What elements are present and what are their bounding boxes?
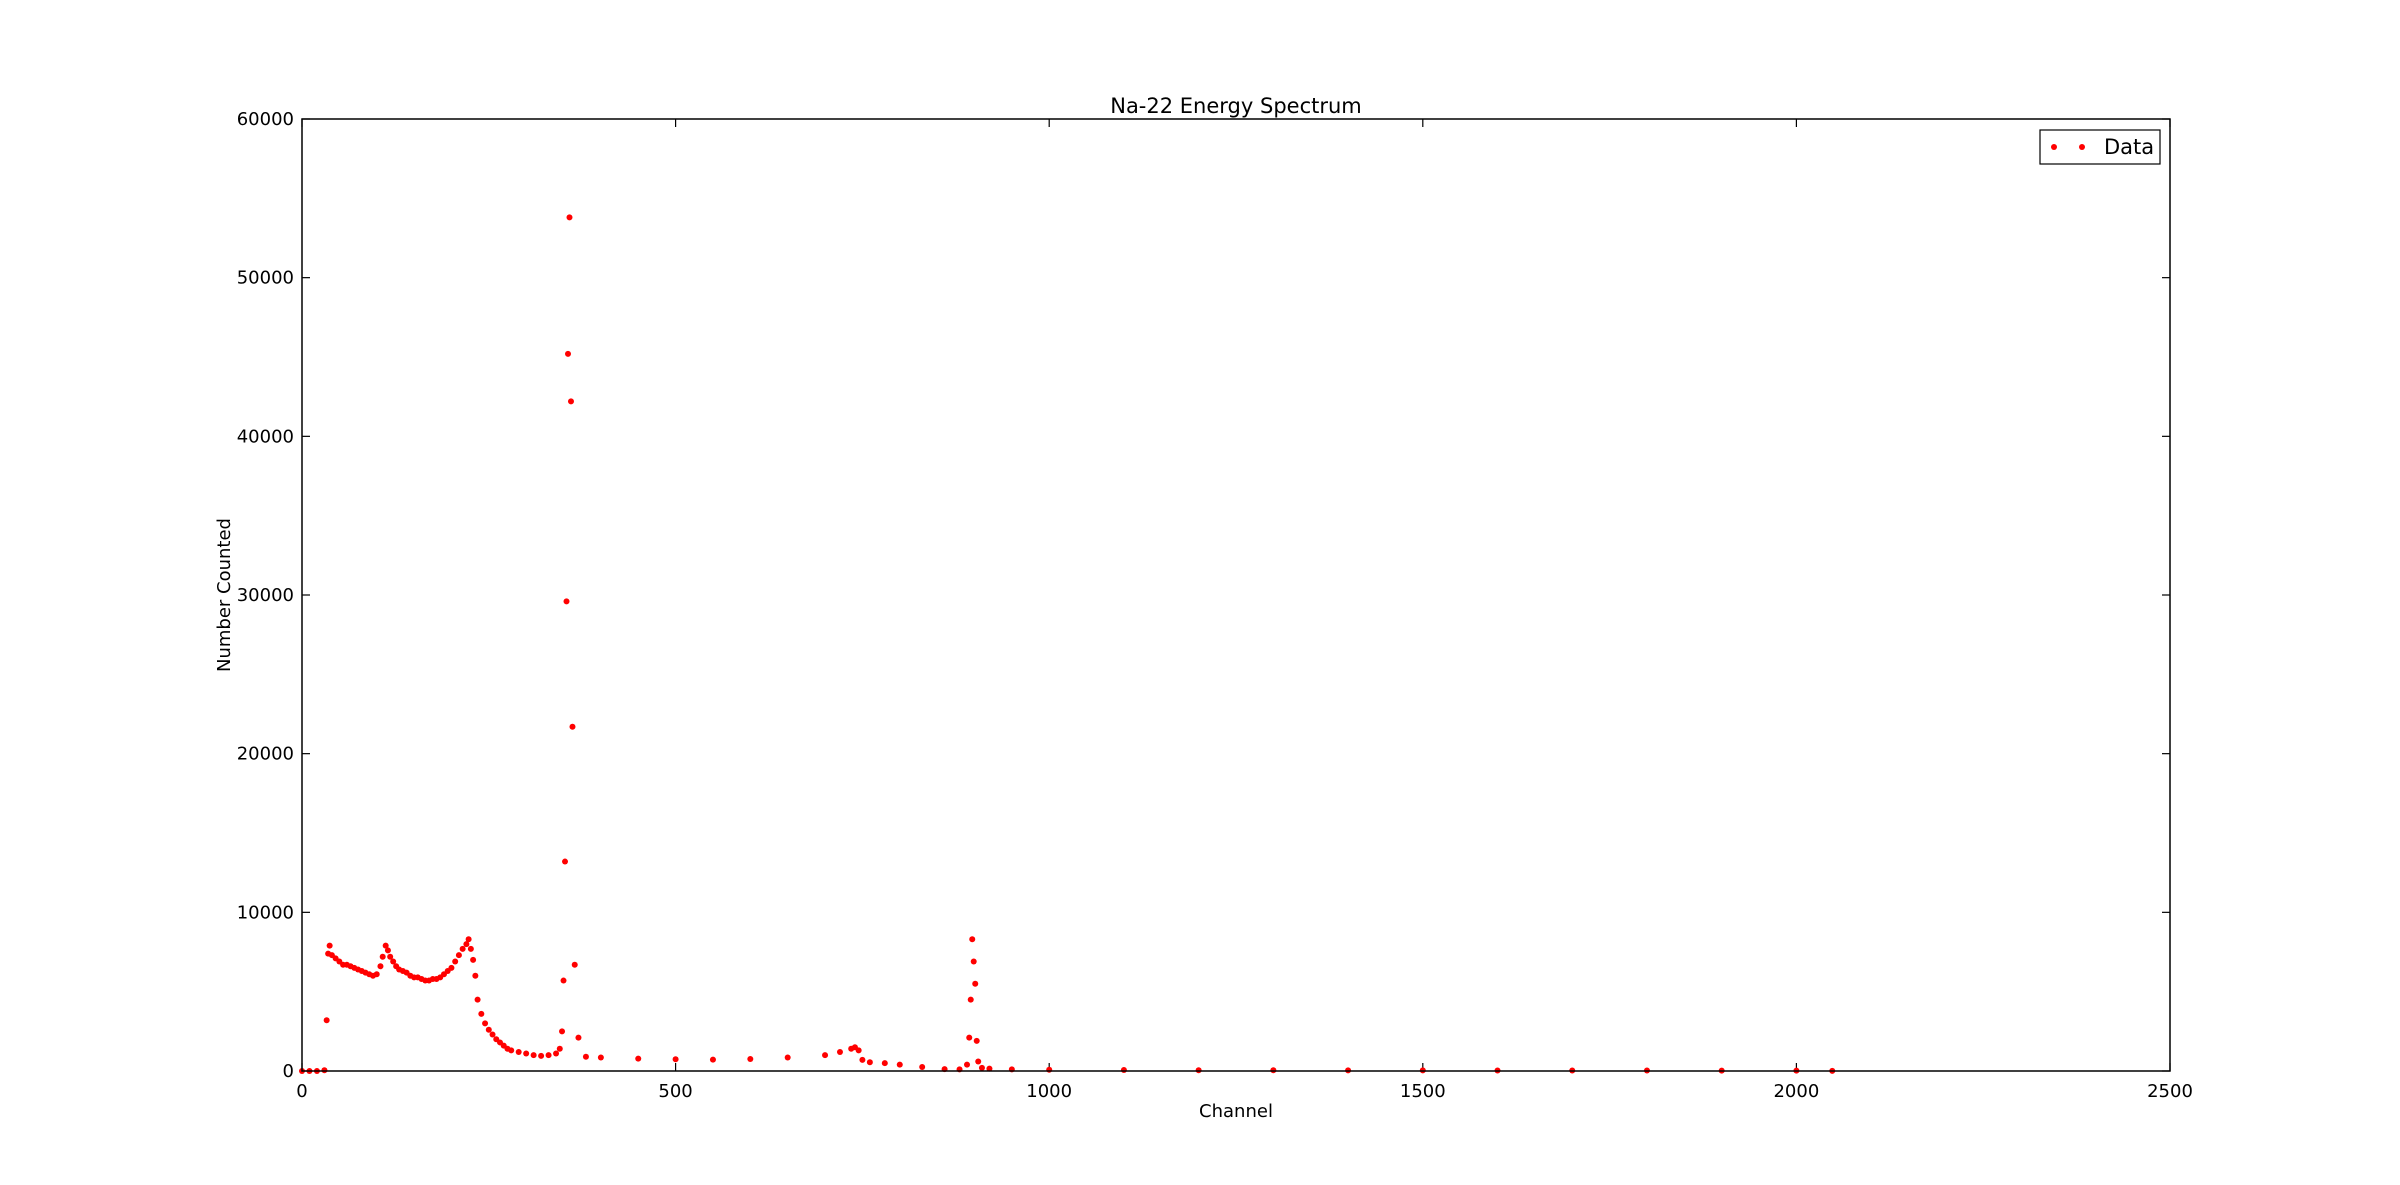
data-point (538, 1052, 545, 1059)
data-point (709, 1056, 716, 1063)
data-point (377, 963, 384, 970)
data-point (567, 398, 574, 405)
data-point (966, 1034, 973, 1041)
legend-marker (2079, 144, 2085, 150)
data-point (575, 1034, 582, 1041)
data-point (855, 1047, 862, 1054)
plot-frame (301, 118, 2171, 1072)
data-point (986, 1065, 993, 1072)
data-point (489, 1031, 496, 1038)
data-point (1195, 1067, 1202, 1074)
data-point (474, 996, 481, 1003)
data-point (562, 858, 569, 865)
data-point (975, 1058, 982, 1065)
data-point (373, 971, 380, 978)
data-point (571, 961, 578, 968)
data-point (582, 1053, 589, 1060)
data-point (978, 1064, 985, 1071)
data-point (747, 1055, 754, 1062)
y-tick-label: 50000 (237, 268, 294, 289)
data-point (323, 1017, 330, 1024)
data-point (565, 350, 572, 357)
x-tick-label: 0 (296, 1081, 307, 1102)
x-tick-label: 2500 (2147, 1081, 2193, 1102)
data-point (478, 1010, 485, 1017)
data-point (972, 980, 979, 987)
data-point (452, 958, 459, 965)
data-point (597, 1054, 604, 1061)
data-point (967, 996, 974, 1003)
data-point (465, 936, 472, 943)
data-point (553, 1050, 560, 1057)
data-point (859, 1056, 866, 1063)
data-point (482, 1020, 489, 1027)
data-point (470, 956, 477, 963)
data-point (1120, 1067, 1127, 1074)
data-point (545, 1052, 552, 1059)
data-point (523, 1050, 530, 1057)
data-point (1046, 1066, 1053, 1073)
data-point (784, 1054, 791, 1061)
x-tick-label: 1500 (1400, 1081, 1446, 1102)
data-point (455, 952, 462, 959)
y-tick-label: 60000 (237, 109, 294, 130)
data-point (485, 1026, 492, 1033)
x-tick-label: 1000 (1026, 1081, 1072, 1102)
chart-title: Na-22 Energy Spectrum (1110, 94, 1362, 118)
data-point (379, 953, 386, 960)
y-tick-label: 30000 (237, 585, 294, 606)
data-point (382, 942, 389, 949)
x-axis-label: Channel (1199, 1101, 1273, 1122)
legend-label: Data (2104, 135, 2154, 159)
data-point (569, 723, 576, 730)
axis-ticks: 0 500 1000 1500 2000 2500 0 10000 20000 30000 4000… (237, 109, 2193, 1102)
data-point (387, 953, 394, 960)
data-point (530, 1052, 537, 1059)
data-point (390, 958, 397, 965)
data-point (1270, 1067, 1277, 1074)
data-point (463, 941, 470, 948)
data-points (299, 214, 1836, 1074)
data-point (384, 947, 391, 954)
y-tick-label: 0 (283, 1061, 294, 1082)
x-tick-label: 500 (658, 1081, 692, 1102)
data-point (919, 1064, 926, 1071)
data-point (822, 1052, 829, 1059)
data-point (326, 942, 333, 949)
data-point (472, 972, 479, 979)
data-point (973, 1037, 980, 1044)
x-tick-label: 2000 (1773, 1081, 1819, 1102)
data-point (467, 945, 474, 952)
data-point (970, 958, 977, 965)
data-point (566, 214, 573, 221)
data-point (515, 1048, 522, 1055)
data-point (969, 936, 976, 943)
data-point (448, 964, 455, 971)
y-tick-label: 40000 (237, 426, 294, 447)
data-point (635, 1055, 642, 1062)
legend-box (2039, 129, 2161, 165)
data-point (672, 1056, 679, 1063)
legend-marker (2051, 144, 2057, 150)
data-point (563, 598, 570, 605)
data-point (556, 1045, 563, 1052)
y-tick-label: 20000 (237, 744, 294, 765)
data-point (964, 1061, 971, 1068)
data-point (321, 1067, 328, 1074)
legend: Data (2039, 129, 2161, 165)
data-point (836, 1048, 843, 1055)
data-point (560, 977, 567, 984)
data-point (508, 1047, 515, 1054)
y-axis-label: Number Counted (214, 518, 235, 672)
data-point (881, 1060, 888, 1067)
data-point (896, 1061, 903, 1068)
data-point (866, 1059, 873, 1066)
data-point (459, 945, 466, 952)
y-tick-label: 10000 (237, 902, 294, 923)
data-point (559, 1028, 566, 1035)
